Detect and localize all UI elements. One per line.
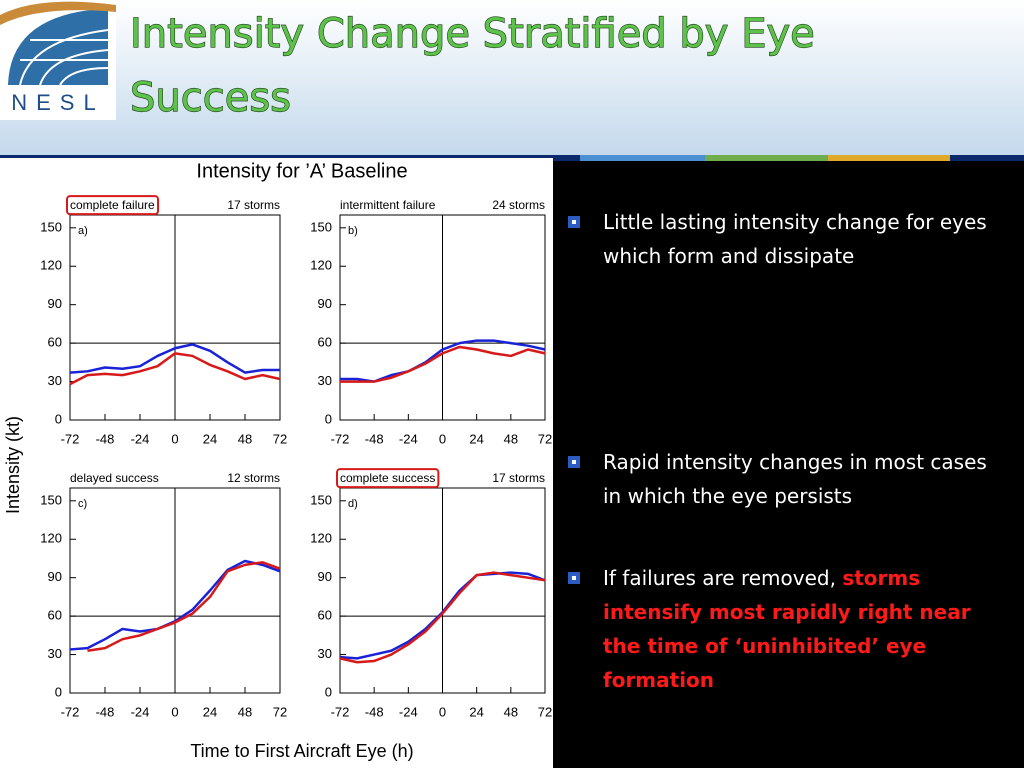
y-tick-label: 90 bbox=[318, 569, 332, 584]
x-tick-label: -48 bbox=[365, 704, 384, 719]
x-tick-label: 48 bbox=[238, 431, 252, 446]
x-tick-label: 24 bbox=[469, 431, 483, 446]
x-tick-label: -24 bbox=[131, 431, 150, 446]
x-tick-label: 48 bbox=[504, 704, 518, 719]
y-axis-label: Intensity (kt) bbox=[3, 416, 23, 514]
bullet-emphasis: storms intensify most rapidly right near… bbox=[603, 566, 971, 692]
panel-title-box bbox=[66, 195, 160, 216]
y-tick-label: 90 bbox=[48, 569, 62, 584]
y-tick-label: 0 bbox=[325, 411, 332, 426]
y-tick-label: 120 bbox=[310, 531, 332, 546]
y-tick-label: 30 bbox=[48, 373, 62, 388]
x-tick-label: -24 bbox=[399, 431, 418, 446]
series-line bbox=[69, 352, 281, 386]
y-tick-label: 0 bbox=[325, 684, 332, 699]
y-tick-label: 30 bbox=[318, 646, 332, 661]
x-tick-label: -24 bbox=[131, 704, 150, 719]
y-tick-label: 90 bbox=[318, 296, 332, 311]
y-tick-label: 120 bbox=[310, 258, 332, 273]
y-tick-label: 150 bbox=[310, 492, 332, 507]
x-tick-label: -72 bbox=[61, 704, 80, 719]
bullet: Rapid intensity changes in most cases in… bbox=[566, 445, 993, 513]
x-tick-label: -48 bbox=[365, 431, 384, 446]
series-line bbox=[69, 343, 280, 374]
figure-bg bbox=[0, 158, 553, 768]
panel-label: d) bbox=[348, 498, 358, 510]
x-tick-label: 72 bbox=[538, 704, 552, 719]
slide-title: Intensity Change Stratified by Eye Succes… bbox=[130, 11, 815, 121]
y-tick-label: 120 bbox=[40, 258, 62, 273]
panel-title-box bbox=[336, 468, 440, 489]
y-tick-label: 0 bbox=[55, 411, 62, 426]
panel-title: complete success bbox=[340, 471, 435, 485]
y-tick-label: 0 bbox=[55, 684, 62, 699]
bullet: If failures are removed, storms intensif… bbox=[566, 561, 993, 697]
panel-subtitle: 12 storms bbox=[227, 471, 280, 485]
plots: 0 30 60 90 120 150 -72 -48 -24 0 24 48 72 a) complete … bbox=[40, 195, 552, 719]
y-tick-label: 30 bbox=[318, 373, 332, 388]
rule bbox=[580, 155, 705, 161]
x-tick-label: 0 bbox=[439, 704, 446, 719]
figure-title: Intensity for ’A’ Baseline bbox=[196, 160, 407, 182]
y-tick-label: 150 bbox=[40, 492, 62, 507]
bullet: Little lasting intensity change for eyes… bbox=[566, 205, 993, 273]
x-tick-label: 72 bbox=[273, 704, 287, 719]
panel-label: a) bbox=[78, 225, 88, 237]
logo-text: NESL bbox=[11, 90, 104, 115]
x-tick-label: 24 bbox=[203, 704, 217, 719]
rule bbox=[828, 155, 950, 161]
bullet-text: If failures are removed, bbox=[603, 566, 836, 590]
x-tick-label: -24 bbox=[399, 704, 418, 719]
rule bbox=[950, 155, 1024, 161]
x-tick-label: -72 bbox=[61, 431, 80, 446]
y-tick-label: 150 bbox=[40, 219, 62, 234]
y-tick-label: 60 bbox=[48, 608, 62, 623]
panel-subtitle: 17 storms bbox=[227, 198, 280, 212]
series-line bbox=[339, 571, 546, 664]
y-tick-label: 60 bbox=[318, 608, 332, 623]
header-bg bbox=[0, 0, 1024, 155]
x-tick-label: 0 bbox=[439, 431, 446, 446]
x-axis-label: Time to First Aircraft Eye (h) bbox=[190, 741, 413, 761]
y-tick-label: 120 bbox=[40, 531, 62, 546]
y-tick-label: 90 bbox=[48, 296, 62, 311]
x-tick-label: -72 bbox=[331, 704, 350, 719]
x-tick-label: 24 bbox=[203, 431, 217, 446]
x-tick-label: 48 bbox=[238, 704, 252, 719]
x-tick-label: -72 bbox=[331, 431, 350, 446]
panel-title: complete failure bbox=[70, 198, 155, 212]
y-tick-label: 150 bbox=[310, 219, 332, 234]
panel-title: intermittent failure bbox=[340, 198, 436, 212]
panel-subtitle: 24 storms bbox=[492, 198, 545, 212]
x-tick-label: 72 bbox=[538, 431, 552, 446]
x-tick-label: 72 bbox=[273, 431, 287, 446]
panel-label: b) bbox=[348, 225, 358, 237]
slide-title-text: Success bbox=[130, 75, 291, 121]
y-tick-label: 60 bbox=[48, 335, 62, 350]
series-line bbox=[87, 561, 281, 652]
panel-subtitle: 17 storms bbox=[492, 471, 545, 485]
panel-label: c) bbox=[78, 498, 87, 510]
series-line bbox=[340, 345, 546, 383]
logo-grid bbox=[19, 29, 109, 86]
rule bbox=[705, 155, 828, 161]
slide-title-text: Intensity Change Stratified by Eye bbox=[130, 11, 815, 57]
x-tick-label: 0 bbox=[171, 704, 178, 719]
x-tick-label: 0 bbox=[171, 431, 178, 446]
logo-globe bbox=[8, 10, 108, 85]
logo-arc bbox=[0, 1, 116, 25]
x-tick-label: 48 bbox=[504, 431, 518, 446]
y-tick-label: 30 bbox=[48, 646, 62, 661]
x-tick-label: -48 bbox=[96, 704, 115, 719]
panel-title: delayed success bbox=[70, 471, 159, 485]
y-tick-label: 60 bbox=[318, 335, 332, 350]
x-tick-label: -48 bbox=[96, 431, 115, 446]
x-tick-label: 24 bbox=[469, 704, 483, 719]
